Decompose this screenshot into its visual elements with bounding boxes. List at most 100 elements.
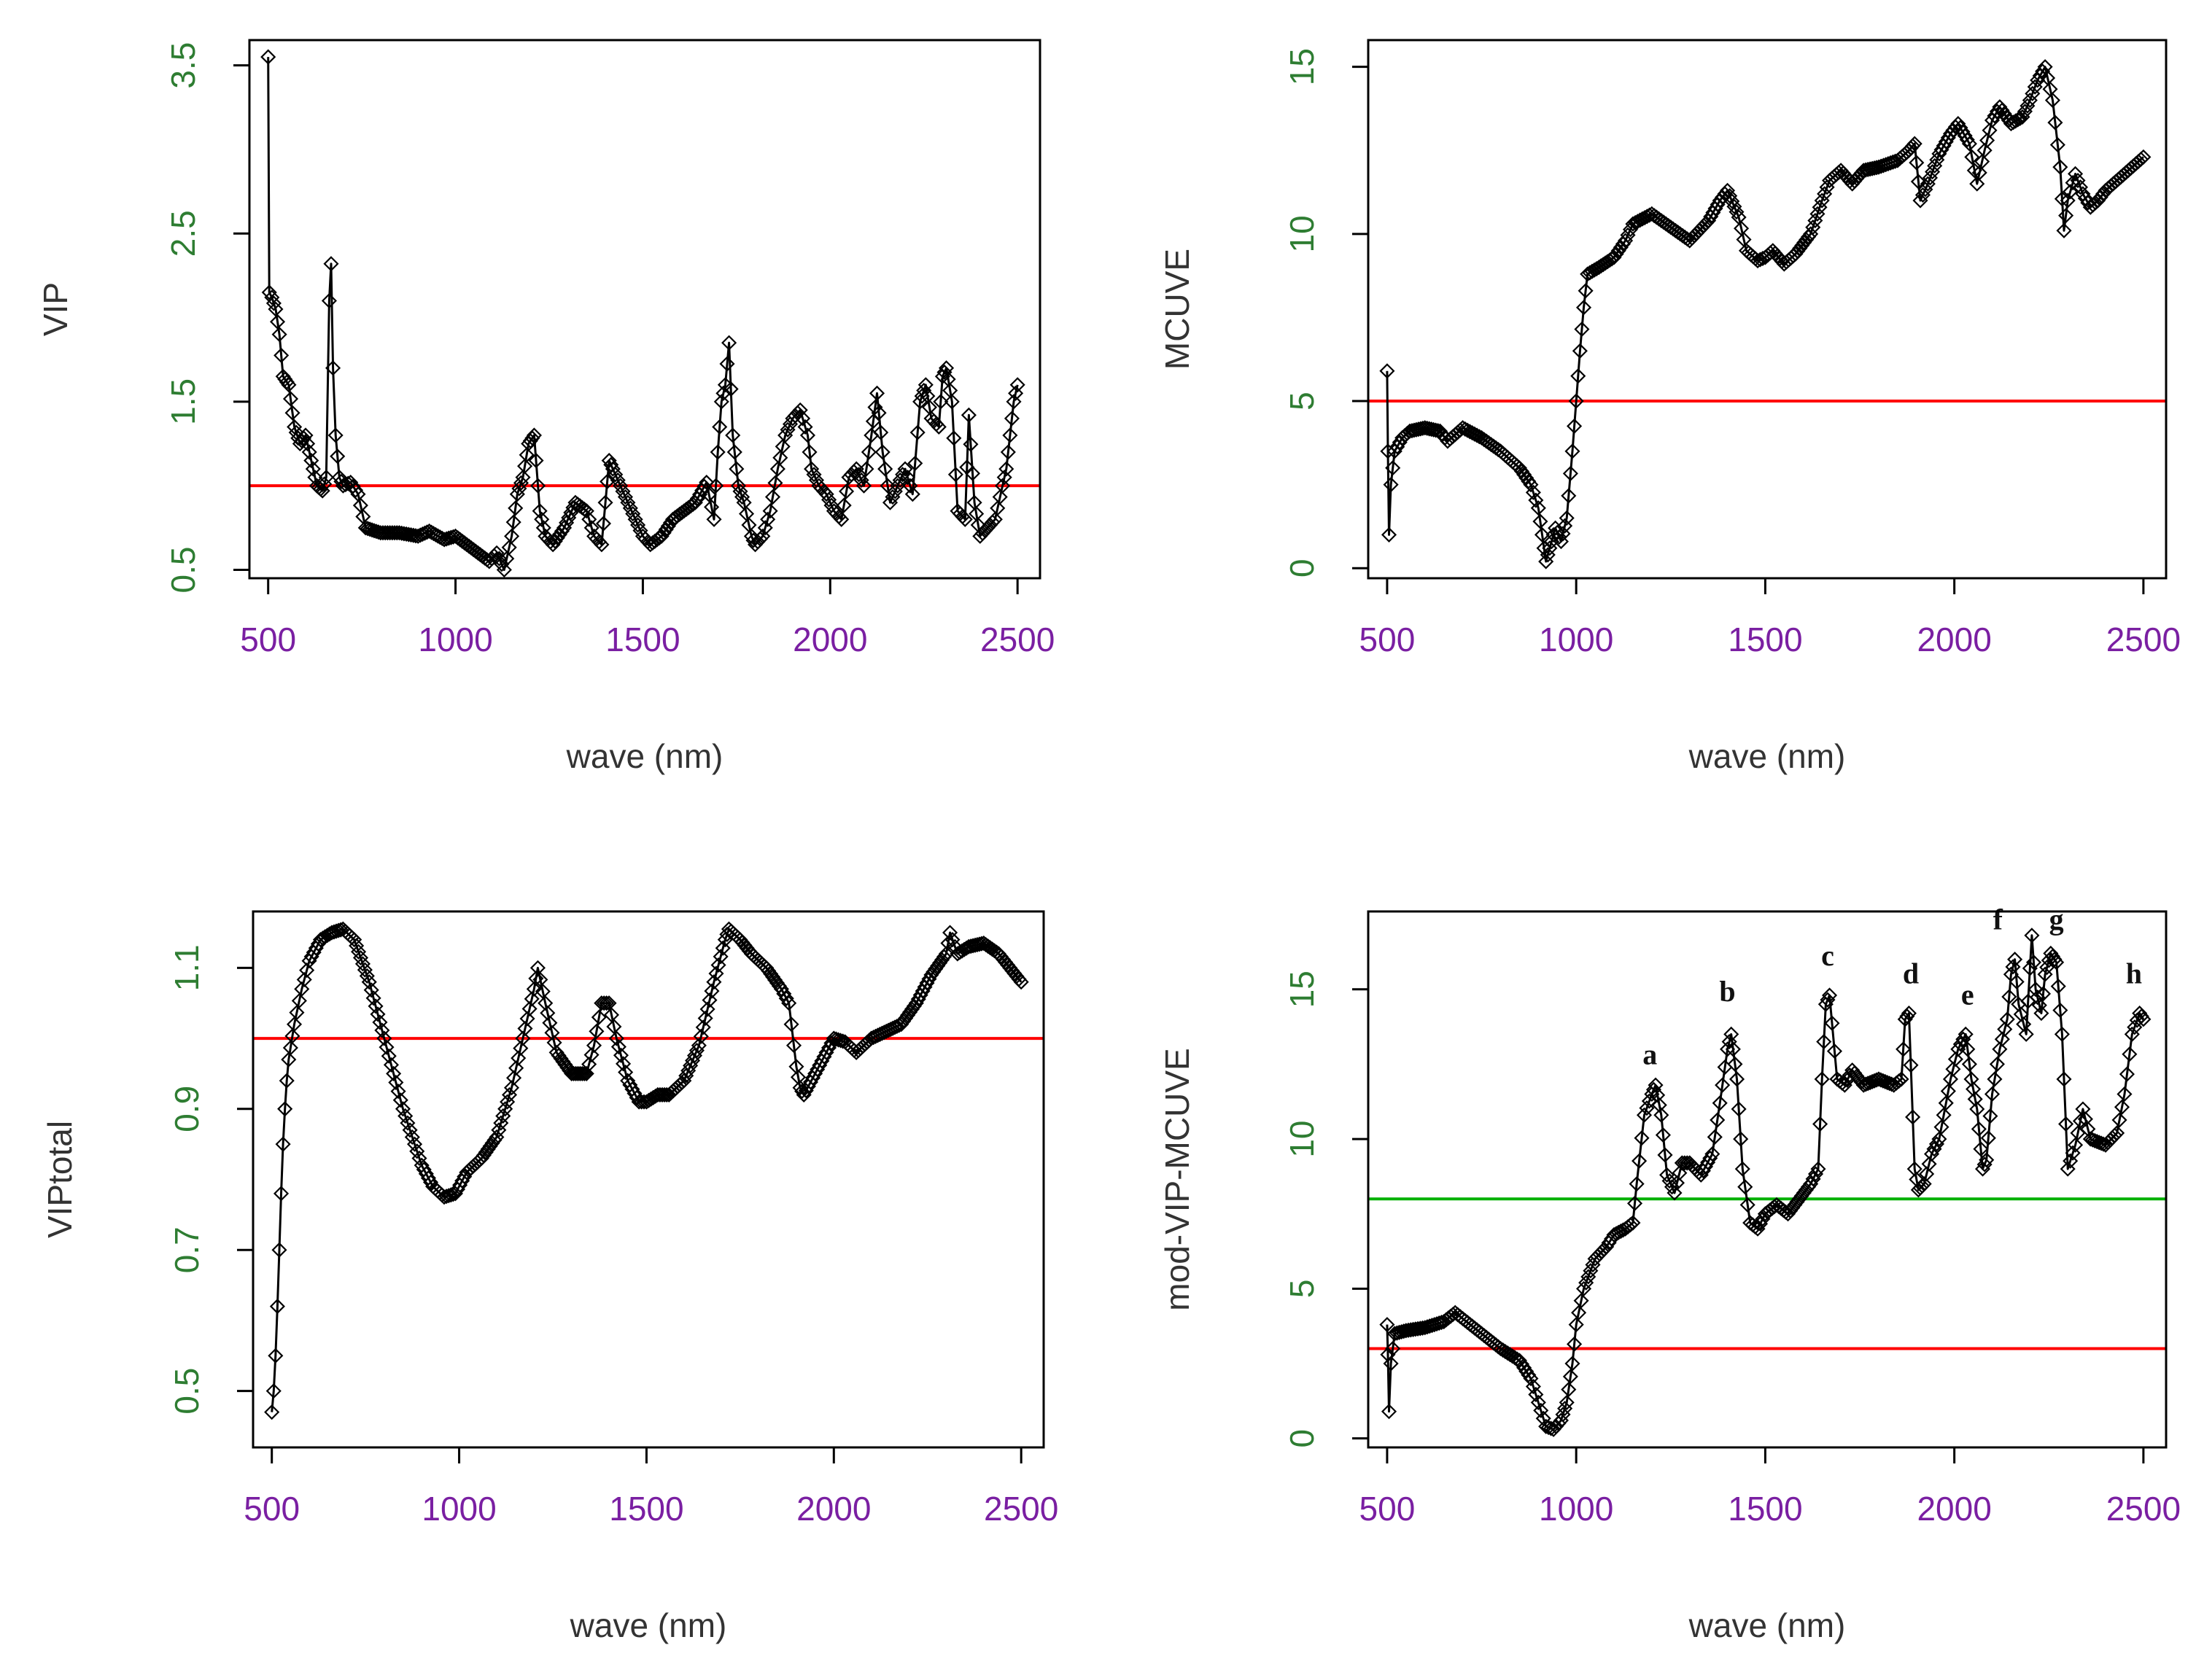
vip-data-point — [617, 489, 634, 505]
viptotal-data-point — [402, 1122, 418, 1138]
mcuve-data-point — [1530, 500, 1546, 516]
mod-vip-mcuve-data-point — [1737, 1179, 1753, 1195]
viptotal-data-point — [357, 962, 373, 978]
vip-data-point — [501, 540, 517, 556]
mod-vip-mcuve-data-point — [2031, 998, 2047, 1014]
viptotal-data-point — [776, 986, 792, 1002]
mod-vip-mcuve-x-tick-label: 1000 — [1539, 1490, 1613, 1528]
mcuve-data-point — [1564, 443, 1580, 459]
vip-data-point — [551, 526, 567, 542]
viptotal-data-point — [506, 1070, 522, 1086]
vip-data-point — [549, 530, 565, 546]
viptotal-data-point — [352, 949, 369, 966]
mcuve-data-point — [2052, 159, 2068, 175]
mcuve-data-point — [1885, 154, 1901, 170]
viptotal-data-point — [676, 1073, 692, 1089]
viptotal-data-point — [586, 1038, 602, 1054]
vip-data-point — [899, 470, 916, 486]
mod-vip-mcuve-data-point — [1674, 1155, 1690, 1171]
viptotal-y-tick-label: 0.5 — [168, 1368, 206, 1415]
mod-vip-mcuve-data-point — [1982, 1108, 1998, 1124]
viptotal-data-point — [693, 1028, 709, 1044]
vip-data-point — [992, 489, 1008, 505]
mcuve-panel: 500 1000 1500 2000 2500 0 5 10 15 wave (nm) MCUVE — [1158, 39, 2181, 775]
viptotal-data-point — [457, 1169, 473, 1185]
vip-data-point — [818, 486, 834, 502]
mod-vip-mcuve-data-point — [1955, 1031, 1971, 1047]
viptotal-data-point — [381, 1048, 397, 1064]
vip-data-point — [904, 486, 920, 502]
vip-data-point — [517, 458, 533, 474]
vip-data-point — [545, 537, 561, 553]
viptotal-data-point — [392, 1092, 408, 1108]
viptotal-data-point — [708, 965, 724, 981]
vip-data-point — [721, 335, 737, 351]
mod-vip-mcuve-data-point — [1720, 1041, 1736, 1057]
vip-data-point — [578, 503, 594, 519]
viptotal-data-point — [618, 1064, 634, 1081]
viptotal-data-point — [349, 938, 365, 954]
viptotal-data-point — [688, 1043, 705, 1059]
mod-vip-mcuve-panel: a b c d e f g h 500 1000 1500 2000 2500 0 5 10 15 wave (n… — [1158, 903, 2181, 1644]
mod-vip-mcuve-data-point — [2119, 1066, 2135, 1082]
vip-data-point — [335, 478, 351, 494]
mod-vip-mcuve-data-point — [1869, 1072, 1885, 1088]
viptotal-data-point — [511, 1050, 527, 1066]
vip-data-point — [1000, 444, 1016, 460]
mod-vip-mcuve-data-point — [1919, 1166, 1935, 1182]
vip-data-point — [907, 455, 923, 471]
viptotal-data-point — [583, 1047, 600, 1063]
viptotal-data-point — [1013, 974, 1029, 990]
vip-data-point — [877, 461, 893, 477]
mod-vip-mcuve-data-point — [1729, 1071, 1745, 1087]
viptotal-data-point — [326, 924, 342, 940]
vip-data-point — [260, 49, 276, 65]
viptotal-data-point — [383, 1057, 399, 1073]
vip-data-point — [706, 511, 722, 527]
mod-vip-mcuve-data-point — [1530, 1394, 1546, 1410]
mod-vip-mcuve-data-point — [1921, 1156, 1937, 1172]
mod-vip-mcuve-data-point — [2035, 986, 2052, 1002]
vip-data-point — [620, 494, 636, 510]
viptotal-data-point — [524, 991, 540, 1007]
viptotal-data-point — [683, 1057, 699, 1073]
vip-data-point — [594, 537, 610, 553]
mcuve-data-point — [2070, 172, 2086, 189]
vip-data-point — [946, 430, 962, 446]
vip-data-point — [515, 470, 531, 486]
viptotal-data-point — [390, 1084, 406, 1100]
peak-label-h: h — [2126, 957, 2142, 990]
mcuve-data-point — [1570, 368, 1586, 384]
viptotal-data-point — [294, 981, 310, 997]
mod-vip-mcuve-data-point — [2114, 1099, 2130, 1115]
vip-data-point — [530, 478, 546, 494]
mod-vip-mcuve-data-point — [1969, 1101, 1985, 1117]
mod-vip-mcuve-data-point — [1963, 1071, 1979, 1087]
mod-vip-mcuve-data-point — [1750, 1221, 1766, 1237]
mod-vip-mcuve-data-point — [1816, 1034, 1832, 1050]
viptotal-x-tick-label: 1500 — [609, 1490, 683, 1528]
vip-data-point — [729, 461, 745, 477]
vip-data-point — [1009, 377, 1025, 393]
viptotal-data-point — [942, 925, 958, 941]
vip-data-point — [936, 364, 952, 381]
mod-vip-mcuve-data-point — [1821, 987, 1838, 1003]
mcuve-data-point — [1909, 155, 1925, 171]
viptotal-data-point — [354, 956, 371, 972]
vip-data-point — [271, 327, 287, 343]
mod-vip-mcuve-data-point — [1967, 1091, 1983, 1107]
mod-vip-mcuve-data-point — [1702, 1150, 1718, 1166]
mcuve-data-point — [1618, 233, 1634, 249]
vip-data-point — [701, 486, 717, 503]
viptotal-data-point — [699, 1001, 715, 1017]
mod-vip-mcuve-data-point — [1992, 1041, 2008, 1057]
mcuve-y-tick-label: 15 — [1283, 48, 1321, 85]
viptotal-data-point — [967, 937, 983, 953]
mcuve-data-point — [1979, 132, 1995, 149]
vip-data-point — [757, 520, 773, 536]
mcuve-data-point — [1562, 465, 1578, 481]
vip-data-point — [526, 427, 543, 443]
mcuve-data-point — [1385, 460, 1401, 476]
vip-data-point — [532, 503, 548, 519]
mod-vip-mcuve-data-point — [1864, 1073, 1880, 1090]
